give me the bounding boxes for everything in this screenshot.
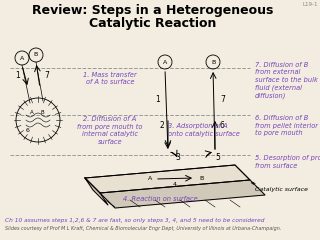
- Text: 6. Diffusion of B
from pellet interior
to pore mouth: 6. Diffusion of B from pellet interior t…: [255, 115, 318, 136]
- Text: A: A: [148, 175, 152, 180]
- Text: A: A: [163, 60, 167, 65]
- Polygon shape: [85, 178, 108, 205]
- Text: 3. Adsorption of A
onto catalytic surface: 3. Adsorption of A onto catalytic surfac…: [168, 123, 240, 137]
- Text: 2. Diffusion of A
from pore mouth to
internal catalytic
surface: 2. Diffusion of A from pore mouth to int…: [77, 116, 143, 145]
- Text: B: B: [34, 53, 38, 58]
- Text: 7: 7: [220, 96, 225, 104]
- Polygon shape: [100, 180, 265, 208]
- Polygon shape: [85, 165, 250, 193]
- Text: 1: 1: [16, 72, 20, 80]
- Text: Catalytic Reaction: Catalytic Reaction: [89, 17, 217, 30]
- Text: 2: 2: [160, 120, 164, 130]
- Text: Review: Steps in a Heterogeneous: Review: Steps in a Heterogeneous: [32, 4, 274, 17]
- Text: Catalytic surface: Catalytic surface: [252, 182, 308, 192]
- Text: 1: 1: [156, 96, 160, 104]
- Text: 4. Reaction on surface: 4. Reaction on surface: [123, 196, 197, 202]
- Text: 7: 7: [44, 72, 49, 80]
- Text: Slides courtesy of Prof M L Kraft, Chemical & Biomolecular Engr Dept, University: Slides courtesy of Prof M L Kraft, Chemi…: [5, 226, 281, 231]
- Text: 1. Mass transfer
of A to surface: 1. Mass transfer of A to surface: [83, 72, 137, 85]
- Text: 6: 6: [220, 120, 224, 130]
- Text: L19-1: L19-1: [302, 2, 318, 7]
- Text: 6: 6: [26, 127, 30, 132]
- Text: A: A: [30, 109, 34, 114]
- Text: B: B: [200, 175, 204, 180]
- Text: 3: 3: [176, 152, 180, 162]
- Text: A: A: [20, 55, 24, 60]
- Text: B: B: [211, 60, 215, 65]
- Text: 7. Diffusion of B
from external
surface to the bulk
fluid (external
diffusion): 7. Diffusion of B from external surface …: [255, 62, 318, 99]
- Text: 4: 4: [173, 182, 177, 187]
- Text: Ch 10 assumes steps 1,2,6 & 7 are fast, so only steps 3, 4, and 5 need to be con: Ch 10 assumes steps 1,2,6 & 7 are fast, …: [5, 218, 265, 223]
- Text: 5: 5: [216, 152, 220, 162]
- Text: B: B: [40, 109, 44, 114]
- Text: 5. Desorption of product B
from surface: 5. Desorption of product B from surface: [255, 155, 320, 169]
